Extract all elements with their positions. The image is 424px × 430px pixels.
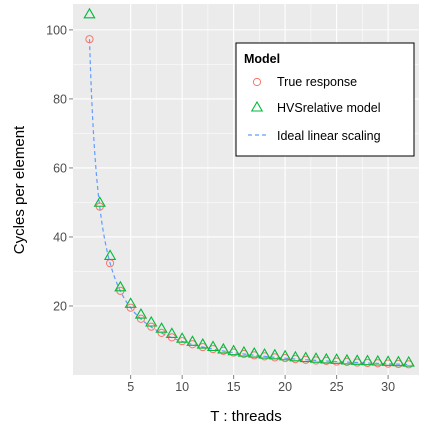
y-tick-label: 80 (53, 92, 67, 106)
legend-label-true-response: True response (277, 75, 357, 89)
hvs-model-point (124, 297, 137, 308)
hvs-model-point (340, 353, 354, 365)
legend-key-true-response (252, 77, 262, 87)
hvs-model-point (371, 354, 384, 366)
true-response-point (85, 35, 94, 44)
hvs-model-point (175, 332, 189, 343)
hvs-model-point (196, 337, 209, 349)
true-response-point (198, 342, 207, 352)
true-response-point (188, 340, 197, 349)
ideal-linear-scaling-line (88, 39, 409, 366)
x-tick-label: 25 (330, 380, 344, 394)
hvs-model-point (289, 350, 302, 362)
legend-title: Model (244, 52, 280, 66)
legend-key-hvs-model (250, 100, 264, 112)
hvs-model-point (114, 280, 127, 292)
hvs-model-point (381, 355, 395, 366)
hvs-model-point (392, 355, 405, 367)
true-response-point (136, 314, 146, 323)
hvs-model-point (402, 355, 415, 367)
legend: Model True response HVSrelative model Id… (235, 42, 415, 157)
hvs-model-point (227, 344, 240, 356)
hvs-model-point (93, 196, 106, 207)
true-response-point (208, 345, 218, 354)
x-tick-label: 15 (227, 380, 241, 394)
hvs-model-point (320, 352, 333, 364)
legend-box (235, 42, 415, 157)
y-tick-label: 40 (53, 230, 67, 244)
hvs-model-point (155, 322, 168, 333)
legend-label-hvs-model: HVSrelative model (277, 101, 381, 115)
x-tick-label: 30 (381, 380, 395, 394)
true-response-point (147, 322, 156, 331)
hvs-model-point (361, 354, 374, 366)
hvs-model-point (268, 348, 281, 360)
true-response-point (178, 337, 187, 346)
true-response-point (157, 328, 166, 337)
hvs-model-point (330, 353, 343, 364)
hvs-model-point (217, 342, 230, 354)
hvs-model-point (248, 346, 261, 358)
y-tick-label: 60 (53, 161, 67, 175)
ideal-linear-curve (88, 39, 409, 366)
hvs-model-point (186, 335, 199, 346)
hvs-model-points (83, 7, 415, 367)
hvs-model-point (145, 315, 158, 327)
hvs-model-point (165, 327, 179, 338)
hvs-model-point (83, 7, 96, 19)
axis-ticks: 5 10 15 20 25 30 20 40 60 80 100 (46, 23, 395, 394)
hvs-model-point (258, 347, 271, 359)
hvs-model-point (309, 352, 323, 363)
hvs-model-point (351, 354, 364, 365)
legend-label-ideal-linear: Ideal linear scaling (277, 129, 381, 143)
y-tick-label: 20 (53, 299, 67, 313)
hvs-model-point (103, 249, 117, 260)
x-axis-title: T : threads (210, 408, 281, 425)
hvs-model-point (299, 351, 312, 363)
x-tick-label: 20 (278, 380, 292, 394)
y-axis-title: Cycles per element (11, 125, 28, 254)
x-tick-label: 10 (175, 380, 189, 394)
y-tick-label: 100 (46, 23, 67, 37)
hvs-model-point (206, 340, 220, 352)
hvs-model-point (237, 345, 251, 357)
hvs-model-point (278, 349, 292, 361)
true-response-point (270, 353, 279, 362)
x-tick-label: 5 (127, 380, 134, 394)
hvs-model-point (134, 307, 148, 319)
